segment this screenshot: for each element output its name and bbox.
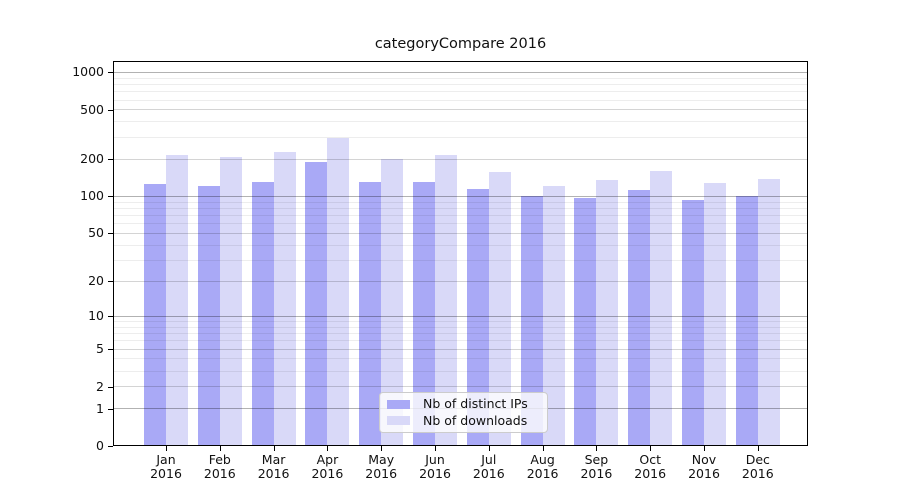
x-tick-label: May 2016: [365, 452, 398, 481]
y-tick-label: 500: [80, 101, 104, 117]
y-tick: [108, 349, 113, 351]
y-tick-label: 1: [96, 400, 104, 416]
x-tick: [166, 446, 167, 451]
x-tick-label: Feb 2016: [203, 452, 236, 481]
bar-ips-apr: [305, 162, 328, 446]
bar-downloads-feb: [219, 156, 242, 446]
y-tick: [108, 408, 113, 410]
legend-item-distinct-ips: Nb of distinct IPs: [387, 396, 540, 413]
bar-downloads-jan: [166, 154, 188, 446]
legend-swatch-downloads: [387, 416, 410, 426]
x-tick: [219, 446, 221, 451]
bar-ips-aug: [520, 195, 543, 446]
bar-downloads-dec: [757, 179, 780, 446]
bar-downloads-oct: [650, 170, 673, 446]
x-tick-label: Mar 2016: [257, 452, 290, 481]
bar-ips-dec: [735, 195, 758, 446]
y-tick-label: 5: [96, 341, 104, 357]
bar-ips-sep: [574, 198, 597, 446]
bar-ips-nov: [682, 200, 704, 446]
bar-ips-oct: [628, 189, 651, 446]
x-tick: [757, 446, 759, 451]
y-tick-label: 20: [88, 273, 104, 289]
y-tick: [108, 281, 113, 283]
bar-ips-mar: [251, 182, 274, 446]
plot-area: [113, 61, 808, 446]
x-tick: [273, 446, 275, 451]
x-tick-label: Nov 2016: [688, 452, 720, 481]
x-tick: [650, 446, 652, 451]
y-tick: [108, 446, 113, 447]
y-tick-label: 50: [88, 225, 104, 241]
chart-title: categoryCompare 2016: [374, 36, 547, 52]
x-tick: [542, 446, 544, 451]
y-tick: [108, 109, 113, 111]
legend-item-downloads: Nb of downloads: [387, 413, 540, 430]
bars-layer: [113, 61, 808, 446]
y-tick-label: 100: [80, 188, 104, 204]
bar-ips-jul: [466, 188, 489, 446]
y-tick: [108, 233, 113, 235]
bar-downloads-apr: [327, 137, 350, 446]
bar-ips-jun: [413, 182, 435, 446]
y-tick-label: 2: [96, 378, 104, 394]
bar-ips-may: [359, 182, 382, 446]
legend: Nb of distinct IPs Nb of downloads: [379, 392, 548, 433]
x-tick: [381, 446, 383, 451]
legend-swatch-distinct-ips: [387, 399, 410, 409]
x-tick-label: Sep 2016: [580, 452, 613, 481]
y-tick-label: 200: [80, 151, 104, 167]
y-tick: [108, 72, 113, 74]
x-tick: [488, 446, 490, 451]
bar-downloads-mar: [273, 151, 296, 446]
y-tick-label: 1000: [72, 64, 104, 80]
legend-label-downloads: Nb of downloads: [423, 412, 528, 428]
x-tick-label: Jul 2016: [472, 452, 505, 481]
bar-downloads-sep: [596, 180, 619, 446]
x-tick-label: Jun 2016: [419, 452, 451, 481]
x-tick-label: Oct 2016: [634, 452, 667, 481]
x-tick: [435, 446, 436, 451]
x-tick: [596, 446, 598, 451]
bar-downloads-jul: [488, 172, 511, 446]
bar-ips-jan: [144, 184, 166, 446]
y-tick: [108, 316, 113, 318]
bar-downloads-may: [381, 159, 404, 446]
bar-downloads-aug: [542, 185, 565, 446]
bar-downloads-nov: [704, 182, 726, 446]
y-tick-label: 10: [88, 308, 104, 324]
x-tick-label: Dec 2016: [741, 452, 774, 481]
legend-label-distinct-ips: Nb of distinct IPs: [423, 396, 528, 412]
x-tick-label: Apr 2016: [311, 452, 344, 481]
bar-downloads-jun: [435, 155, 457, 446]
y-tick-label: 0: [96, 438, 104, 453]
x-tick: [704, 446, 705, 451]
x-tick-label: Jan 2016: [150, 452, 182, 481]
bar-ips-feb: [197, 186, 220, 446]
y-tick: [108, 386, 113, 388]
x-tick-label: Aug 2016: [526, 452, 559, 481]
y-tick: [108, 159, 113, 161]
y-tick: [108, 196, 113, 198]
x-tick: [327, 446, 329, 451]
